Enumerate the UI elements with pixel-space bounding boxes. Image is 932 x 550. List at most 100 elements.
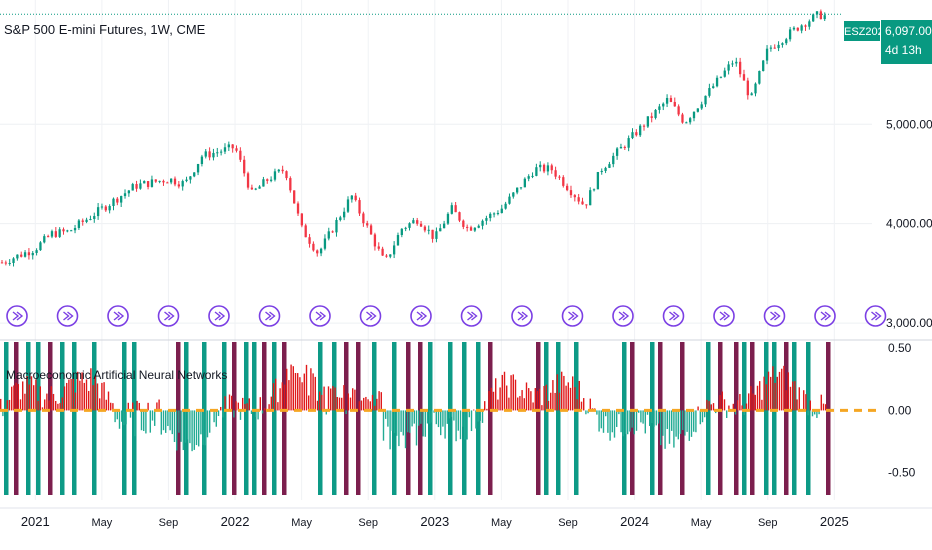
event-glyph (719, 311, 731, 321)
candle-body (758, 70, 761, 84)
histogram-bar (532, 402, 534, 411)
candle-body (396, 235, 400, 246)
candle-body (185, 179, 188, 182)
candle-body (685, 122, 688, 124)
signal-bar (262, 342, 267, 495)
histogram-bar (690, 410, 693, 437)
histogram-bar (596, 410, 598, 415)
histogram-bar (673, 410, 675, 448)
candle-body (781, 43, 784, 45)
histogram-bar (138, 402, 140, 411)
candle-body (738, 61, 742, 75)
candle-body (108, 205, 111, 211)
candle-body (423, 226, 427, 231)
time-tick-label: 2025 (820, 514, 849, 529)
histogram-bar (99, 398, 101, 411)
event-glyph (618, 311, 630, 321)
event-marker-icon (561, 305, 584, 327)
candle-body (700, 104, 703, 109)
candle-body (381, 248, 384, 256)
histogram-bar (367, 399, 369, 411)
histogram-bar (189, 410, 191, 444)
histogram-bar (396, 410, 398, 436)
histogram-bar (30, 376, 33, 411)
histogram-bar (74, 392, 77, 411)
candle-body (712, 86, 715, 89)
histogram-bar (486, 408, 488, 411)
signal-bar (750, 342, 755, 495)
histogram-bar (374, 405, 376, 411)
indicator-tick-label: -0.50 (888, 466, 916, 480)
candle-body (93, 216, 96, 219)
signal-bar (622, 342, 627, 495)
symbol-badge[interactable]: ESZ2024 (843, 20, 890, 42)
candle-body (154, 179, 157, 182)
candle-body (262, 179, 265, 187)
histogram-bar (530, 391, 532, 411)
histogram-bar (24, 393, 26, 411)
event-marker-icon (56, 305, 79, 327)
candle-body (31, 252, 34, 256)
histogram-bar (693, 410, 695, 432)
candle-body (139, 183, 142, 189)
macro-histogram (0, 364, 882, 452)
histogram-bar (552, 380, 554, 411)
candle-body (319, 248, 323, 254)
event-marker-icon (258, 305, 281, 327)
candle-body (662, 103, 665, 107)
histogram-bar (807, 410, 809, 416)
signal-bar (282, 342, 287, 495)
histogram-bar (237, 402, 239, 411)
candle-body (285, 171, 288, 179)
histogram-bar (220, 406, 222, 411)
candle-body (227, 144, 230, 148)
histogram-bar (147, 402, 149, 411)
candle-body (400, 228, 403, 236)
candle-body (454, 205, 457, 213)
signal-bar (792, 342, 797, 495)
histogram-bar (279, 388, 281, 411)
histogram-bar (794, 381, 796, 411)
histogram-bar (497, 399, 499, 411)
event-glyph (517, 311, 529, 321)
histogram-bar (310, 368, 312, 411)
candle-body (300, 213, 304, 226)
signal-bar (332, 342, 337, 495)
histogram-bar (281, 382, 283, 411)
histogram-bar (228, 394, 231, 411)
histogram-bar (26, 375, 28, 411)
histogram-bar (233, 410, 235, 418)
histogram-bar (508, 397, 510, 411)
histogram-bar (217, 410, 220, 417)
histogram-bar (585, 410, 587, 415)
histogram-bar (541, 405, 543, 411)
candle-body (431, 229, 434, 239)
candle-body (112, 198, 115, 206)
histogram-bar (418, 410, 420, 426)
event-glyph (113, 311, 125, 321)
signal-bar (556, 342, 561, 495)
event-glyph (315, 311, 327, 321)
histogram-bar (301, 382, 303, 411)
candle-body (12, 258, 15, 264)
candle-body (704, 95, 707, 105)
histogram-bar (332, 385, 334, 411)
histogram-bar (613, 410, 616, 438)
histogram-bar (600, 410, 602, 429)
time-tick-label: May (291, 517, 312, 529)
histogram-bar (180, 410, 182, 442)
histogram-bar (134, 410, 136, 437)
event-marker-icon (309, 305, 331, 327)
price-badge[interactable]: 6,097.00 4d 13h (881, 20, 932, 64)
histogram-bar (547, 400, 550, 411)
histogram-bar (79, 380, 81, 411)
histogram-bar (446, 410, 448, 424)
candle-body (366, 223, 369, 226)
histogram-bar (85, 379, 88, 411)
indicator-tick-label: 0.00 (888, 403, 912, 417)
histogram-bar (136, 400, 138, 411)
signal-bar (252, 342, 257, 495)
histogram-bar (686, 410, 688, 432)
histogram-bar (389, 410, 391, 450)
histogram-bar (772, 366, 774, 411)
